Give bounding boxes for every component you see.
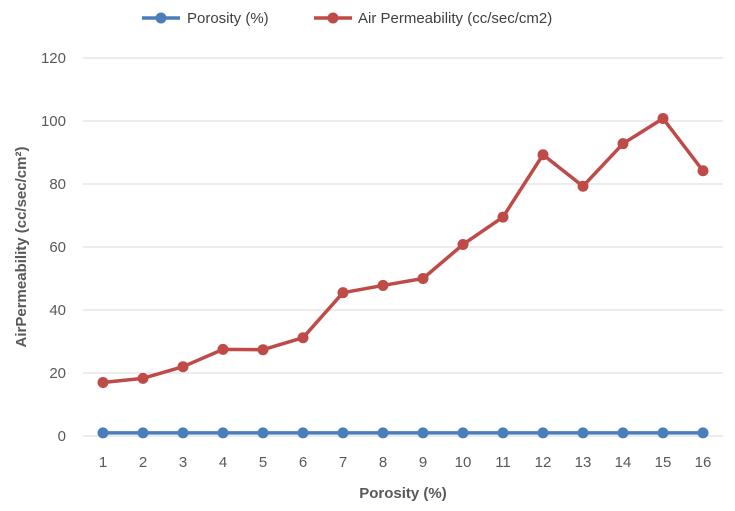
- data-point: [217, 427, 229, 439]
- y-tick-label: 0: [58, 428, 66, 445]
- legend-item: Porosity (%): [142, 10, 269, 27]
- data-point: [377, 427, 389, 439]
- data-point: [97, 427, 109, 439]
- data-point: [137, 372, 149, 384]
- data-point: [657, 112, 669, 124]
- x-axis-title: Porosity (%): [359, 485, 447, 502]
- y-tick-label: 120: [41, 50, 66, 67]
- data-point: [177, 361, 189, 373]
- y-axis-title: AirPermeability (cc/sec/cm²): [13, 147, 30, 348]
- data-point: [377, 279, 389, 291]
- y-axis-ticks: 0 20 40 60 80 100 120: [41, 50, 66, 445]
- data-point: [497, 211, 509, 223]
- data-point: [657, 427, 669, 439]
- series-line: [102, 116, 705, 385]
- data-point: [257, 344, 269, 356]
- data-point: [577, 180, 589, 192]
- data-point: [337, 287, 349, 299]
- data-point: [417, 273, 429, 284]
- y-tick-label: 40: [49, 302, 66, 319]
- series-2: [97, 112, 709, 388]
- x-tick-label: 15: [655, 454, 672, 471]
- data-point: [617, 138, 629, 150]
- series-1: [97, 427, 709, 439]
- legend: Porosity (%) Air Permeability (cc/sec/cm2…: [142, 10, 552, 27]
- legend-label: Air Permeability (cc/sec/cm2): [358, 10, 552, 27]
- x-tick-label: 14: [615, 454, 632, 471]
- x-tick-label: 4: [219, 454, 227, 471]
- data-point: [297, 427, 309, 439]
- data-point: [337, 427, 349, 439]
- y-tick-label: 80: [49, 176, 66, 193]
- data-point: [257, 427, 269, 439]
- data-point: [457, 238, 469, 250]
- data-point: [697, 165, 709, 177]
- data-point: [217, 343, 229, 355]
- data-point: [537, 149, 549, 161]
- y-tick-label: 100: [41, 113, 66, 130]
- x-tick-label: 8: [379, 454, 387, 471]
- x-axis-ticks: 1 2 3 4 5 6 7 8 9 10 11 12 13 14 15 16: [99, 454, 712, 471]
- x-tick-label: 7: [339, 454, 347, 471]
- data-point: [697, 427, 709, 439]
- gridlines: [83, 57, 723, 437]
- data-point: [617, 427, 629, 439]
- data-point: [297, 332, 309, 344]
- data-point: [97, 376, 109, 388]
- series-layer: [97, 112, 709, 439]
- legend-marker: [327, 12, 339, 24]
- legend-label: Porosity (%): [187, 10, 269, 27]
- x-tick-label: 6: [299, 454, 307, 471]
- x-tick-label: 9: [419, 454, 427, 471]
- legend-marker: [155, 12, 167, 24]
- legend-item: Air Permeability (cc/sec/cm2): [314, 10, 552, 27]
- x-tick-label: 11: [495, 454, 511, 471]
- data-point: [577, 427, 589, 439]
- y-tick-label: 20: [49, 365, 66, 382]
- y-tick-label: 60: [49, 239, 66, 256]
- data-point: [177, 427, 189, 439]
- data-point: [537, 427, 549, 439]
- data-point: [417, 427, 429, 439]
- x-tick-label: 13: [575, 454, 592, 471]
- x-tick-label: 2: [139, 454, 147, 471]
- x-tick-label: 16: [695, 454, 712, 471]
- data-point: [457, 427, 469, 439]
- x-tick-label: 10: [455, 454, 472, 471]
- x-tick-label: 5: [259, 454, 267, 471]
- x-tick-label: 1: [99, 454, 107, 471]
- data-point: [497, 427, 509, 439]
- x-tick-label: 12: [535, 454, 552, 471]
- data-point: [137, 427, 149, 439]
- x-tick-label: 3: [179, 454, 187, 471]
